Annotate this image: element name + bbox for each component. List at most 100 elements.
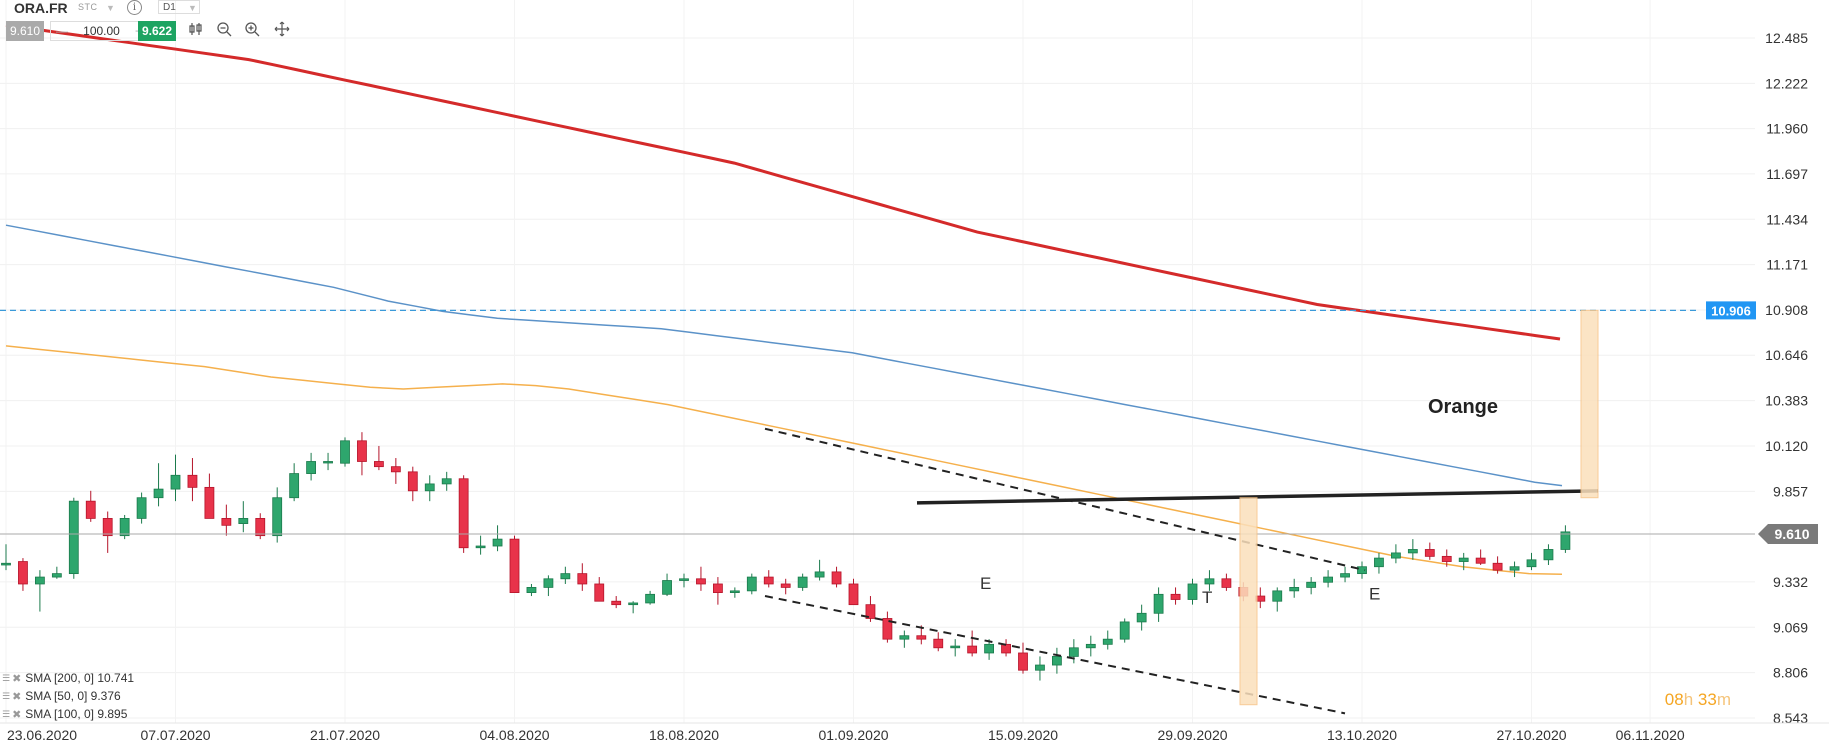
chevron-down-icon[interactable]: ▼ bbox=[188, 3, 197, 13]
annotation-text: Orange bbox=[1428, 396, 1498, 418]
legend-sma200[interactable]: ☰ ✖ SMA [200, 0] 10.741 bbox=[2, 671, 134, 685]
countdown-hours-unit: h bbox=[1683, 690, 1694, 709]
candle-body bbox=[323, 461, 333, 464]
price-tick-label: 10.383 bbox=[1765, 393, 1808, 409]
candle-body bbox=[136, 497, 147, 519]
buy-price-button[interactable]: 9.622 bbox=[138, 21, 177, 41]
candle-body bbox=[1543, 549, 1554, 561]
chart-toolbar: ORA.FR STC ▼ i D1 ▼ 9.610 — 100.00 + 9.6… bbox=[0, 0, 320, 52]
minus-button[interactable]: — bbox=[56, 24, 68, 38]
close-icon[interactable]: ✖ bbox=[12, 672, 22, 685]
price-tick-label: 9.332 bbox=[1773, 574, 1808, 590]
date-tick-label: 18.08.2020 bbox=[649, 727, 719, 743]
quantity-stepper[interactable]: — 100.00 + bbox=[50, 21, 148, 41]
quantity-value[interactable]: 100.00 bbox=[83, 24, 120, 38]
candle-body bbox=[1102, 638, 1113, 645]
info-icon[interactable]: i bbox=[127, 0, 142, 15]
list-icon[interactable]: ☰ bbox=[2, 708, 11, 719]
candle-body bbox=[1492, 562, 1503, 571]
candle-body bbox=[1374, 557, 1384, 568]
horizontal-line-price-tag bbox=[1706, 301, 1756, 320]
candle-body bbox=[882, 618, 893, 640]
candle-body bbox=[1170, 593, 1181, 600]
candle-body bbox=[1119, 621, 1130, 640]
price-tick-label: 9.857 bbox=[1773, 483, 1808, 499]
candle-body bbox=[696, 578, 706, 585]
price-tick-label: 10.908 bbox=[1765, 302, 1808, 318]
candle-body bbox=[187, 474, 198, 488]
zoom-in-icon[interactable] bbox=[242, 21, 262, 41]
candle-body bbox=[1340, 573, 1350, 578]
close-icon[interactable]: ✖ bbox=[12, 708, 22, 721]
candle-body bbox=[662, 580, 672, 595]
candle-body bbox=[831, 571, 842, 585]
candle-body bbox=[967, 645, 978, 654]
price-tick-label: 11.171 bbox=[1766, 257, 1808, 273]
candlesticks bbox=[1, 432, 1571, 681]
candle-body bbox=[645, 593, 655, 604]
candle-body bbox=[1458, 557, 1469, 562]
candle-body bbox=[780, 583, 791, 588]
candle-body bbox=[984, 643, 994, 654]
price-tick-label: 10.646 bbox=[1765, 347, 1808, 363]
date-tick-label: 07.07.2020 bbox=[140, 727, 210, 743]
candle-body bbox=[407, 471, 418, 492]
candle-body bbox=[746, 576, 757, 592]
candle-body bbox=[1221, 578, 1232, 588]
grid-lines bbox=[0, 0, 1755, 723]
countdown-minutes: 33 bbox=[1697, 690, 1717, 709]
annotation-text: T bbox=[1202, 588, 1212, 607]
chevron-down-icon[interactable]: ▼ bbox=[106, 3, 115, 13]
date-tick-label: 06.11.2020 bbox=[1616, 727, 1685, 743]
price-tick-label: 8.806 bbox=[1773, 665, 1808, 681]
date-tick-label: 01.09.2020 bbox=[818, 727, 888, 743]
countdown-minutes-unit: m bbox=[1716, 690, 1731, 709]
candle-body bbox=[102, 518, 113, 537]
candle-body bbox=[1, 562, 11, 566]
candle-body bbox=[1391, 552, 1401, 559]
candle-body bbox=[1068, 647, 1079, 657]
sell-price-button[interactable]: 9.610 bbox=[6, 21, 45, 41]
list-icon[interactable]: ☰ bbox=[2, 690, 11, 701]
date-tick-label: 21.07.2020 bbox=[310, 727, 380, 743]
last-price-label: 9.610 bbox=[1774, 526, 1809, 542]
legend-sma50[interactable]: ☰ ✖ SMA [50, 0] 9.376 bbox=[2, 689, 121, 703]
price-tick-label: 12.222 bbox=[1765, 75, 1808, 91]
candle-body bbox=[390, 466, 401, 473]
candle-body bbox=[204, 486, 215, 519]
date-tick-label: 27.10.2020 bbox=[1496, 727, 1566, 743]
timeframe-select[interactable]: D1 bbox=[158, 0, 200, 14]
price-axis[interactable]: 8.543 8.806 9.069 9.332 9.857 10.120 10.383 10.… bbox=[1765, 30, 1808, 726]
sma-lines bbox=[5, 23, 1563, 576]
time-axis[interactable]: 23.06.2020 07.07.2020 21.07.2020 04.08.2020… bbox=[0, 722, 1829, 743]
candle-body bbox=[865, 604, 876, 619]
candle-body bbox=[1001, 643, 1011, 654]
move-icon[interactable] bbox=[272, 21, 292, 41]
candle-body bbox=[373, 461, 384, 468]
venue-label: STC bbox=[78, 2, 98, 12]
legend-sma100[interactable]: ☰ ✖ SMA [100, 0] 9.895 bbox=[2, 707, 127, 721]
symbol-name[interactable]: ORA.FR bbox=[14, 0, 68, 16]
close-icon[interactable]: ✖ bbox=[12, 690, 22, 703]
candle-body bbox=[679, 578, 689, 581]
zoom-out-icon[interactable] bbox=[214, 21, 234, 41]
candle-body bbox=[18, 561, 28, 585]
channel-lower-line bbox=[764, 595, 1346, 715]
candle-body bbox=[1136, 612, 1147, 623]
sma100-line bbox=[5, 224, 1563, 487]
candle-body bbox=[289, 473, 300, 499]
chart-type-icon[interactable] bbox=[186, 21, 206, 41]
candle-countdown: 08h 33m bbox=[1665, 690, 1731, 710]
candle-body bbox=[153, 488, 164, 499]
date-tick-label: 13.10.2020 bbox=[1327, 727, 1397, 743]
date-tick-label: 15.09.2020 bbox=[988, 727, 1058, 743]
candle-body bbox=[628, 602, 639, 606]
list-icon[interactable]: ☰ bbox=[2, 672, 11, 683]
candle-body bbox=[509, 538, 520, 593]
candle-body bbox=[221, 518, 232, 526]
candle-body bbox=[1323, 576, 1333, 583]
target-projection-box bbox=[1580, 309, 1599, 499]
price-labels: 10.906 9.610 bbox=[1706, 301, 1818, 544]
candle-body bbox=[1085, 643, 1096, 649]
